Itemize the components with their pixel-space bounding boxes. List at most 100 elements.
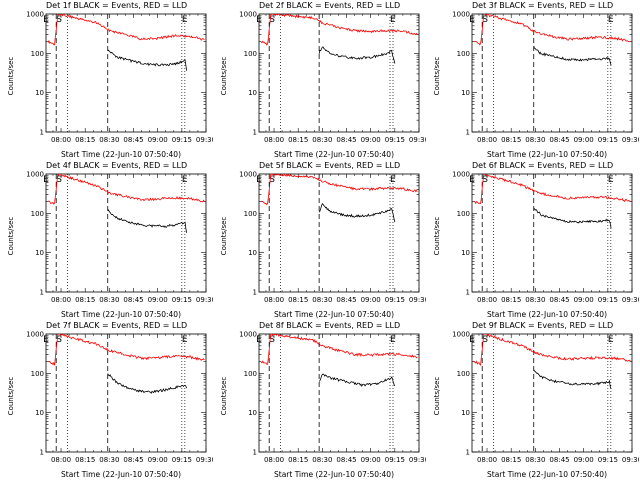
x-tick-label: 08:00	[264, 456, 284, 464]
plot-frame	[45, 13, 207, 133]
chart-plot-5: 1 10 100 1000 08:00 08:15 08:30 08:45 09:00 09:15…	[239, 171, 426, 305]
x-tick-label: 08:00	[477, 136, 497, 144]
event-marker-label: S	[56, 335, 62, 345]
event-marker-label: S	[482, 335, 488, 345]
y-axis-label: Counts/sec	[220, 216, 228, 256]
event-marker-label: E	[256, 175, 262, 185]
event-marker-label: E	[256, 335, 262, 345]
y-tick-label: 100	[31, 210, 44, 218]
x-tick-label: 09:30	[409, 456, 426, 464]
x-tick-label: 08:30	[525, 456, 545, 464]
y-tick-label: 1	[253, 129, 257, 137]
x-tick-label: 08:00	[477, 296, 497, 304]
x-tick-label: 09:00	[148, 456, 168, 464]
x-tick-label: 08:45	[123, 136, 143, 144]
y-tick-label: 10	[461, 409, 470, 417]
y-tick-label: 100	[244, 370, 257, 378]
x-axis-label: Start Time (22-Jun-10 07:50:40)	[61, 470, 181, 479]
x-axis-label: Start Time (22-Jun-10 07:50:40)	[274, 470, 394, 479]
y-tick-label: 1	[466, 289, 470, 297]
x-tick-label: 09:15	[172, 136, 192, 144]
y-tick-label: 10	[248, 249, 257, 257]
y-axis-label: Counts/sec	[7, 376, 15, 416]
y-tick-label: 10	[35, 249, 44, 257]
lld-series-line	[260, 174, 418, 206]
event-marker-label: E	[390, 15, 396, 25]
x-tick-label: 09:00	[148, 136, 168, 144]
y-tick-label: 10	[35, 89, 44, 97]
y-axis-label: Counts/sec	[220, 56, 228, 96]
plot-frame	[471, 173, 633, 293]
x-tick-label: 08:45	[549, 456, 569, 464]
x-tick-label: 09:30	[622, 136, 639, 144]
x-axis-label: Start Time (22-Jun-10 07:50:40)	[487, 470, 607, 479]
event-marker-label: E	[608, 335, 614, 345]
x-tick-label: 08:15	[75, 456, 95, 464]
chart-title: Det 3f BLACK = Events, RED = LLD	[472, 1, 614, 10]
events-series-line	[107, 49, 188, 71]
x-tick-label: 08:45	[123, 456, 143, 464]
x-tick-label: 09:00	[361, 456, 381, 464]
y-tick-label: 1	[40, 289, 44, 297]
x-tick-label: 08:30	[525, 296, 545, 304]
lld-series-line	[473, 14, 631, 46]
chart-title: Det 9f BLACK = Events, RED = LLD	[472, 321, 614, 330]
chart-title: Det 1f BLACK = Events, RED = LLD	[46, 1, 188, 10]
y-tick-label: 1	[466, 129, 470, 137]
chart-title: Det 8f BLACK = Events, RED = LLD	[259, 321, 401, 330]
x-tick-label: 08:45	[549, 296, 569, 304]
lld-series-line	[473, 174, 631, 205]
x-tick-label: 08:00	[51, 456, 71, 464]
chart-panel-9: 1 10 100 1000 08:00 08:15 08:30 08:45 09:00 09:15…	[426, 320, 639, 480]
event-marker-label: E	[43, 175, 49, 185]
chart-panel-1: 1 10 100 1000 08:00 08:15 08:30 08:45 09:00 09:15…	[0, 0, 213, 160]
y-axis-label: Counts/sec	[433, 216, 441, 256]
y-tick-label: 1000	[452, 331, 470, 339]
x-tick-label: 09:15	[385, 296, 405, 304]
event-marker-label: E	[608, 175, 614, 185]
event-marker-label: E	[390, 335, 396, 345]
chart-panel-5: 1 10 100 1000 08:00 08:15 08:30 08:45 09:00 09:15…	[213, 160, 426, 320]
x-tick-label: 08:00	[264, 296, 284, 304]
chart-panel-7: 1 10 100 1000 08:00 08:15 08:30 08:45 09:00 09:15…	[0, 320, 213, 480]
x-tick-label: 08:15	[501, 296, 521, 304]
x-tick-label: 09:15	[172, 296, 192, 304]
x-tick-label: 09:00	[361, 296, 381, 304]
y-tick-label: 1	[466, 449, 470, 457]
event-marker-label: S	[56, 175, 62, 185]
y-tick-label: 100	[457, 50, 470, 58]
y-tick-label: 1	[253, 289, 257, 297]
event-marker-label: S	[269, 175, 275, 185]
y-axis-label: Counts/sec	[220, 376, 228, 416]
x-tick-label: 09:30	[409, 296, 426, 304]
chart-plot-1: 1 10 100 1000 08:00 08:15 08:30 08:45 09:00 09:15…	[26, 11, 213, 145]
y-tick-label: 100	[457, 210, 470, 218]
y-axis-label: Counts/sec	[7, 56, 15, 96]
chart-plot-6: 1 10 100 1000 08:00 08:15 08:30 08:45 09:00 09:15…	[452, 171, 639, 305]
x-tick-label: 08:30	[312, 456, 332, 464]
x-tick-label: 09:00	[361, 136, 381, 144]
y-tick-label: 1	[40, 129, 44, 137]
x-tick-label: 09:15	[172, 456, 192, 464]
y-tick-label: 100	[244, 50, 257, 58]
x-tick-label: 08:45	[336, 296, 356, 304]
events-series-line	[533, 208, 612, 229]
y-tick-label: 100	[244, 210, 257, 218]
x-axis-label: Start Time (22-Jun-10 07:50:40)	[274, 310, 394, 319]
chart-title: Det 2f BLACK = Events, RED = LLD	[259, 1, 401, 10]
y-tick-label: 1000	[452, 11, 470, 19]
chart-title: Det 6f BLACK = Events, RED = LLD	[472, 161, 614, 170]
x-tick-label: 09:00	[574, 136, 594, 144]
x-tick-label: 09:30	[196, 456, 213, 464]
x-tick-label: 09:00	[574, 296, 594, 304]
lld-series-line	[260, 14, 418, 46]
event-marker-label: E	[469, 175, 475, 185]
plot-frame	[45, 173, 207, 293]
chart-plot-4: 1 10 100 1000 08:00 08:15 08:30 08:45 09:00 09:15…	[26, 171, 213, 305]
event-marker-label: E	[182, 15, 188, 25]
x-tick-label: 08:15	[501, 456, 521, 464]
x-tick-label: 08:45	[336, 456, 356, 464]
x-tick-label: 08:15	[288, 296, 308, 304]
chart-plot-8: 1 10 100 1000 08:00 08:15 08:30 08:45 09:00 09:15…	[239, 331, 426, 465]
x-tick-label: 08:15	[501, 136, 521, 144]
